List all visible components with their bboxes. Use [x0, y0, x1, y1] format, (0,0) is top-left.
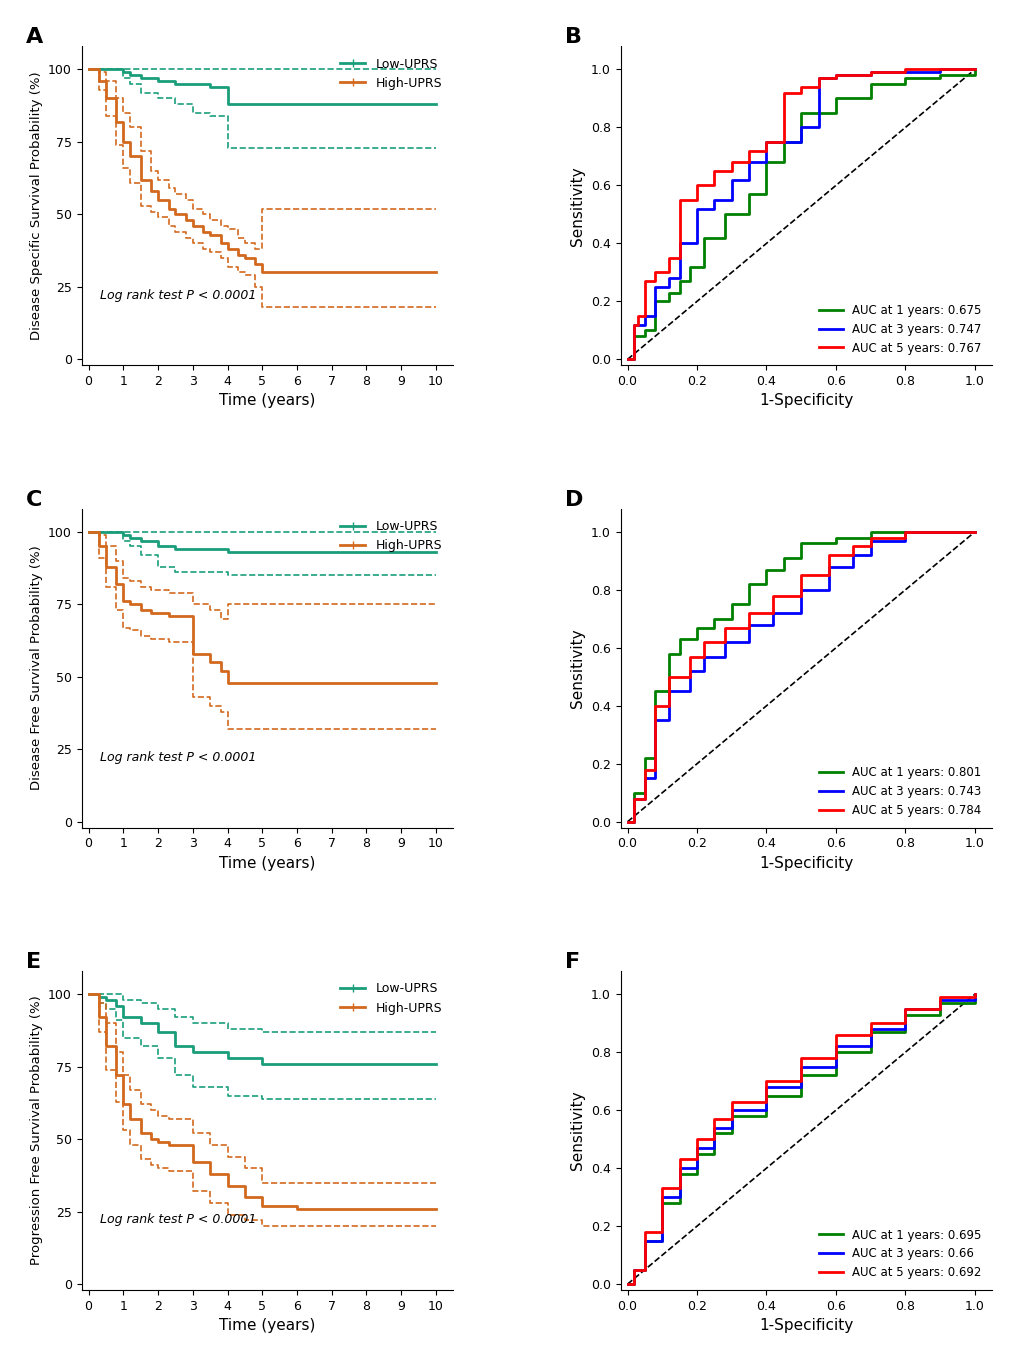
Text: F: F	[565, 951, 580, 972]
Y-axis label: Sensitivity: Sensitivity	[570, 1090, 585, 1170]
Legend: Low-UPRS, High-UPRS: Low-UPRS, High-UPRS	[335, 514, 446, 557]
Text: A: A	[25, 27, 43, 48]
Text: B: B	[565, 27, 581, 48]
Y-axis label: Sensitivity: Sensitivity	[570, 629, 585, 708]
Y-axis label: Disease Free Survival Probability (%): Disease Free Survival Probability (%)	[30, 546, 43, 791]
Y-axis label: Sensitivity: Sensitivity	[570, 166, 585, 245]
X-axis label: Time (years): Time (years)	[219, 393, 315, 408]
Legend: AUC at 1 years: 0.695, AUC at 3 years: 0.66, AUC at 5 years: 0.692: AUC at 1 years: 0.695, AUC at 3 years: 0…	[813, 1224, 985, 1283]
Legend: AUC at 1 years: 0.675, AUC at 3 years: 0.747, AUC at 5 years: 0.767: AUC at 1 years: 0.675, AUC at 3 years: 0…	[813, 299, 985, 359]
X-axis label: 1-Specificity: 1-Specificity	[758, 393, 853, 408]
Text: Log rank test P < 0.0001: Log rank test P < 0.0001	[100, 751, 257, 764]
X-axis label: Time (years): Time (years)	[219, 856, 315, 871]
Legend: Low-UPRS, High-UPRS: Low-UPRS, High-UPRS	[335, 977, 446, 1019]
Y-axis label: Progression Free Survival Probability (%): Progression Free Survival Probability (%…	[30, 996, 43, 1266]
X-axis label: Time (years): Time (years)	[219, 1319, 315, 1334]
Text: Log rank test P < 0.0001: Log rank test P < 0.0001	[100, 289, 257, 302]
Text: C: C	[25, 490, 42, 509]
Legend: Low-UPRS, High-UPRS: Low-UPRS, High-UPRS	[335, 53, 446, 95]
Text: D: D	[565, 490, 583, 509]
Legend: AUC at 1 years: 0.801, AUC at 3 years: 0.743, AUC at 5 years: 0.784: AUC at 1 years: 0.801, AUC at 3 years: 0…	[814, 761, 985, 822]
Y-axis label: Disease Specific Survival Probability (%): Disease Specific Survival Probability (%…	[30, 71, 43, 340]
Text: Log rank test P < 0.0001: Log rank test P < 0.0001	[100, 1213, 257, 1226]
Text: E: E	[25, 951, 41, 972]
X-axis label: 1-Specificity: 1-Specificity	[758, 856, 853, 871]
X-axis label: 1-Specificity: 1-Specificity	[758, 1319, 853, 1334]
